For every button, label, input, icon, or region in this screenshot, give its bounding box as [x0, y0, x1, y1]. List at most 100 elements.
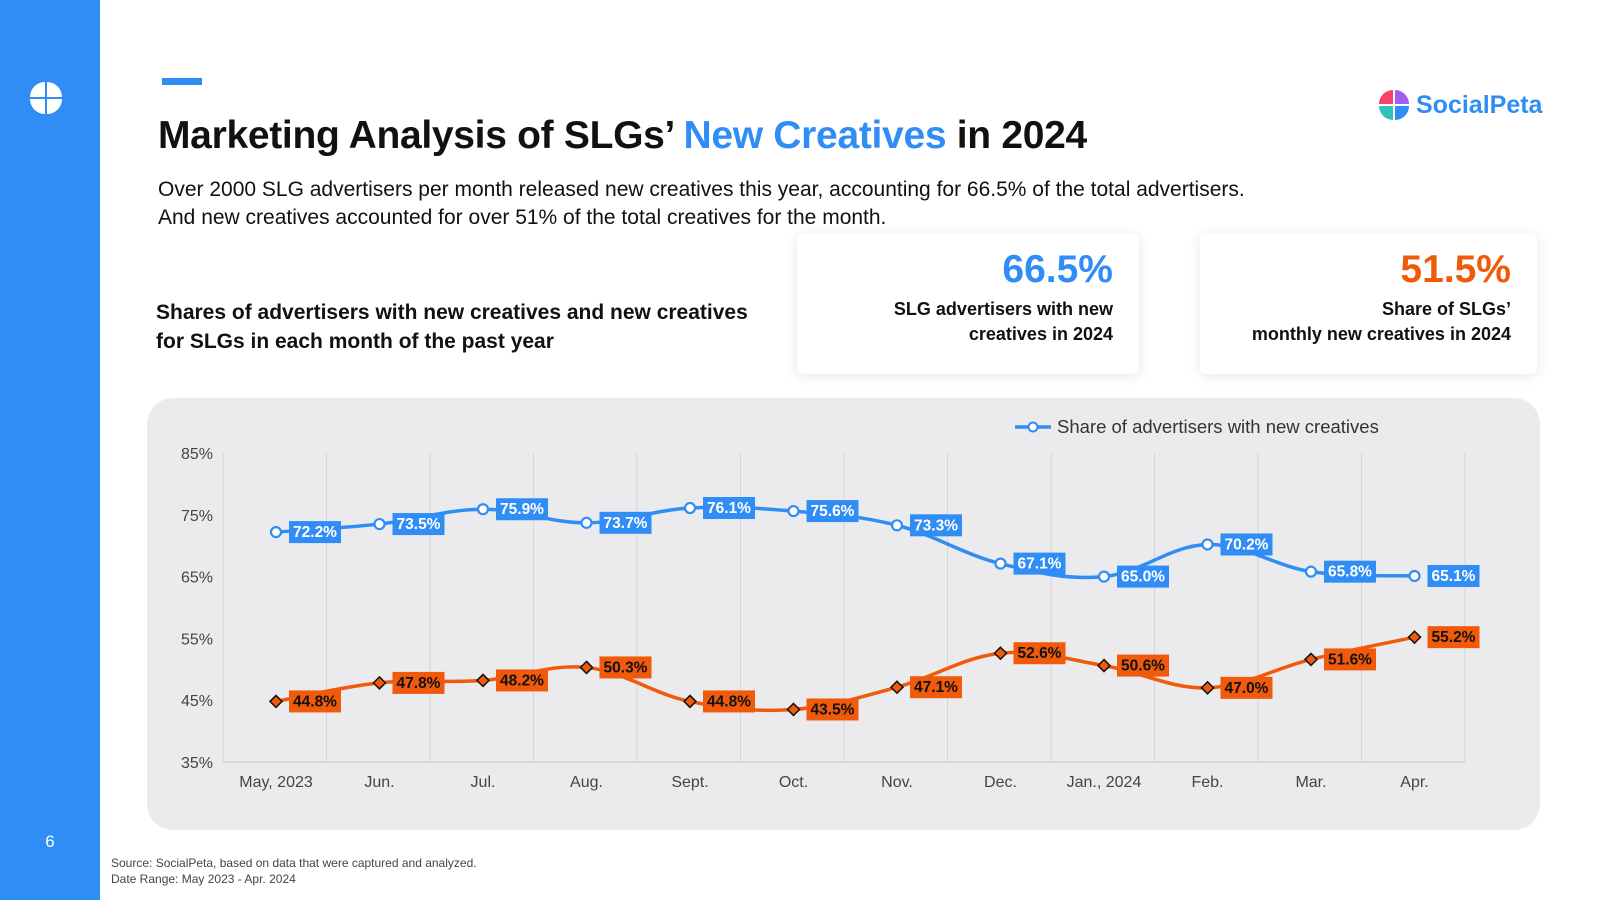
legend-label: Share of advertisers with new creatives: [1057, 416, 1379, 437]
kpi-value: 51.5%: [1400, 248, 1511, 291]
data-point: [579, 660, 594, 675]
chart-subtitle-line-2: for SLGs in each month of the past year: [156, 330, 554, 353]
data-label-box: [1117, 654, 1169, 677]
data-point: [1201, 538, 1214, 551]
data-label-box: [1117, 565, 1169, 588]
chart-panel: 85% 75% 65% 55% 45% 35% May, 2023 Jun. Jul. Aug. S…: [147, 398, 1540, 830]
footnote-date-range: Date Range: May 2023 - Apr. 2024: [111, 872, 296, 886]
data-label-box: [1220, 533, 1273, 556]
data-label: 50.3%: [604, 659, 648, 676]
kpi-value: 66.5%: [1002, 248, 1113, 291]
page-title: Marketing Analysis of SLGs’ New Creative…: [158, 114, 1087, 158]
data-label: 47.8%: [397, 675, 441, 692]
data-label: 55.2%: [1432, 629, 1476, 646]
data-label-box: [910, 676, 962, 699]
data-point: [475, 673, 491, 688]
kpi-label-line-2: monthly new creatives in 2024: [1251, 324, 1511, 344]
data-point: [682, 694, 698, 709]
data-label-box: [599, 511, 652, 534]
data-label: 73.7%: [604, 515, 648, 532]
data-label-box: [703, 690, 755, 713]
data-point: [1096, 658, 1112, 673]
data-point: [683, 501, 697, 515]
kpi-card-creatives: 51.5% Share of SLGs’ monthly new creativ…: [1200, 234, 1537, 374]
chart-subtitle-line-1: Shares of advertisers with new creatives…: [156, 301, 748, 324]
y-tick-label: 55%: [181, 631, 213, 648]
data-label-box: [1220, 676, 1273, 699]
data-point: [1304, 565, 1318, 578]
data-point: [580, 516, 593, 529]
kpi-card-advertisers: 66.5% SLG advertisers with new creatives…: [797, 234, 1139, 374]
title-accent: [162, 78, 202, 85]
data-label-box: [289, 690, 341, 713]
y-tick-label: 45%: [181, 693, 213, 710]
data-label: 72.2%: [293, 524, 337, 541]
data-label-box: [1427, 564, 1480, 587]
y-tick-label: 35%: [181, 755, 213, 772]
line-chart: 85% 75% 65% 55% 45% 35% May, 2023 Jun. Jul. Aug. S…: [181, 416, 1480, 791]
data-label-box: [806, 698, 859, 721]
data-point: [993, 646, 1008, 661]
x-tick-label: Aug.: [570, 774, 603, 791]
x-tick-label: Jul.: [471, 774, 496, 791]
data-label: 76.1%: [707, 500, 751, 517]
data-label: 44.8%: [707, 693, 751, 710]
x-tick-label: Mar.: [1295, 774, 1326, 791]
data-label-box: [1324, 560, 1376, 583]
data-point: [787, 504, 800, 518]
title-highlight: New Creatives: [683, 114, 947, 157]
data-point: [786, 702, 801, 717]
sidebar: 6: [0, 0, 100, 900]
data-label-box: [392, 513, 445, 536]
brand-name: SocialPeta: [1416, 90, 1543, 119]
data-label: 75.6%: [811, 503, 855, 520]
logo-icon: [30, 82, 62, 114]
data-label: 44.8%: [293, 693, 337, 710]
data-label-box: [392, 671, 445, 694]
data-point: [372, 675, 387, 690]
data-label: 48.2%: [500, 672, 544, 689]
x-tick-label: Sept.: [671, 774, 708, 791]
data-point: [268, 694, 284, 709]
kpi-label-line-1: SLG advertisers with new: [893, 299, 1113, 319]
data-label: 52.6%: [1018, 645, 1062, 662]
kpi-label-line-1: Share of SLGs’: [1381, 299, 1511, 319]
data-label-box: [1324, 648, 1376, 671]
data-point: [476, 503, 490, 516]
data-label: 73.3%: [914, 517, 958, 534]
kpi-label: SLG advertisers with new creatives in 20…: [797, 297, 1113, 347]
x-tick-label: Nov.: [881, 774, 913, 791]
x-tick-label: May, 2023: [239, 774, 313, 791]
data-label: 50.6%: [1121, 658, 1165, 675]
brand-logo: SocialPeta: [1378, 88, 1542, 122]
data-label: 73.5%: [397, 516, 441, 533]
data-label: 65.0%: [1121, 569, 1165, 586]
data-label-box: [703, 497, 755, 520]
data-point: [1097, 570, 1111, 583]
page-number: 6: [45, 832, 55, 851]
x-tick-label: Jun.: [364, 774, 394, 791]
data-label-box: [289, 521, 341, 544]
y-tick-label: 75%: [181, 508, 213, 525]
x-tick-label: Jan., 2024: [1067, 774, 1142, 791]
data-point: [1407, 630, 1422, 645]
data-point: [889, 680, 905, 695]
data-point: [1408, 569, 1421, 583]
legend: Share of advertisers with new creatives: [1015, 416, 1379, 437]
data-point: [373, 517, 386, 531]
footnote: Source: SocialPeta, based on data that w…: [111, 855, 477, 887]
data-label-box: [1013, 552, 1066, 575]
data-label: 65.8%: [1328, 564, 1372, 581]
footnote-source: Source: SocialPeta, based on data that w…: [111, 856, 477, 870]
data-label-box: [496, 498, 548, 521]
data-point: [1200, 680, 1215, 695]
data-label-box: [1427, 626, 1480, 649]
data-label: 43.5%: [811, 701, 855, 718]
x-tick-label: Oct.: [779, 774, 808, 791]
data-label: 65.1%: [1432, 568, 1476, 585]
intro-line-1: Over 2000 SLG advertisers per month rele…: [158, 178, 1245, 201]
data-point: [994, 557, 1007, 570]
grid: [222, 453, 1466, 763]
chart-subtitle: Shares of advertisers with new creatives…: [156, 298, 748, 356]
y-tick-label: 65%: [181, 570, 213, 587]
